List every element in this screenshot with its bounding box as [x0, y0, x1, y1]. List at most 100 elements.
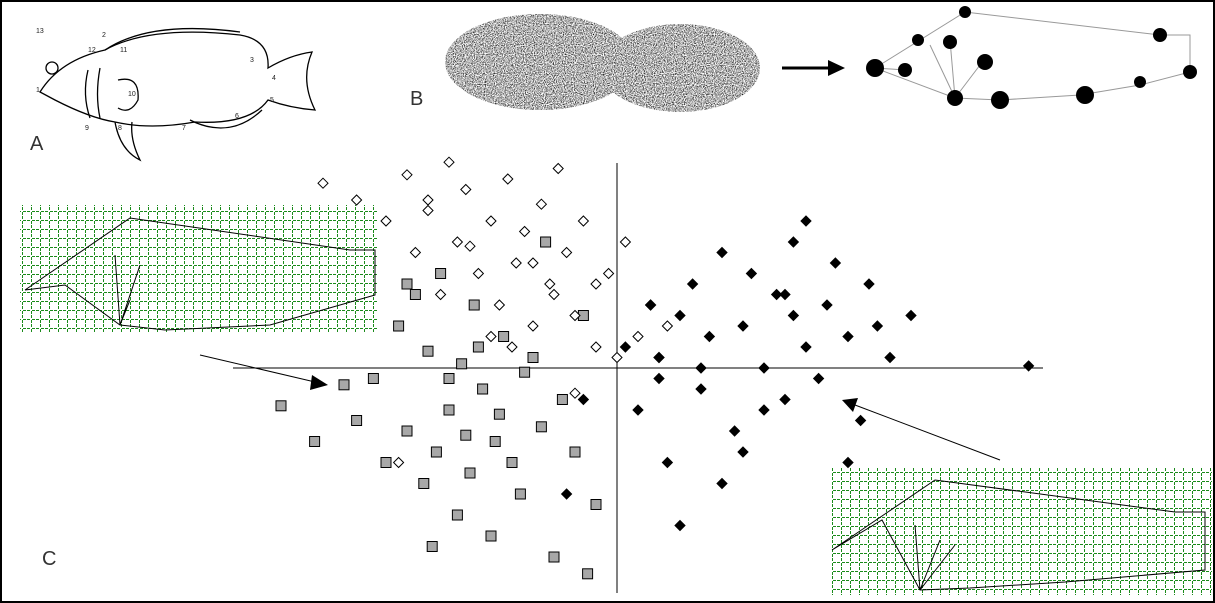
square-point	[419, 479, 429, 489]
diamond-point	[1024, 361, 1034, 371]
diamond-point	[620, 342, 630, 352]
square-point	[490, 437, 500, 447]
diamond-point	[746, 269, 756, 279]
deformation-grid	[832, 467, 1212, 595]
diamond-point	[452, 237, 462, 247]
square-point	[431, 447, 441, 457]
diamond-point	[549, 290, 559, 300]
diamond-point	[381, 216, 391, 226]
diamond-point	[654, 374, 664, 384]
square-point	[583, 569, 593, 579]
diamond-point	[528, 321, 538, 331]
diamond-point	[759, 363, 769, 373]
diamond-point	[717, 479, 727, 489]
square-point	[473, 342, 483, 352]
diamond-point	[520, 227, 530, 237]
arrow	[855, 405, 1000, 460]
landmark-number: 6	[235, 113, 239, 120]
diamond-point	[507, 342, 517, 352]
square-point	[436, 269, 446, 279]
diamond-point	[885, 353, 895, 363]
landmark-number: 7	[182, 125, 186, 132]
square-point	[494, 409, 504, 419]
diamond-point	[675, 311, 685, 321]
diamond-point	[843, 458, 853, 468]
diamond-point	[654, 353, 664, 363]
diamond-point	[511, 258, 521, 268]
square-point	[427, 542, 437, 552]
diamond-point	[633, 332, 643, 342]
diamond-point	[494, 300, 504, 310]
square-point	[486, 531, 496, 541]
diamond-point	[843, 332, 853, 342]
square-point	[591, 500, 601, 510]
square-point	[528, 353, 538, 363]
square-point	[276, 401, 286, 411]
diamond-point	[503, 174, 513, 184]
square-point	[368, 374, 378, 384]
diamond-point	[410, 248, 420, 258]
diamond-point	[788, 237, 798, 247]
diamond-point	[591, 279, 601, 289]
landmark-number: 11	[120, 47, 127, 54]
diamond-point	[759, 405, 769, 415]
diamond-point	[423, 206, 433, 216]
square-point	[520, 367, 530, 377]
square-point	[541, 237, 551, 247]
square-point	[515, 489, 525, 499]
diamond-point	[856, 416, 866, 426]
diamond-point	[436, 290, 446, 300]
diamond-point	[864, 279, 874, 289]
square-point	[402, 426, 412, 436]
panel-label: C	[42, 548, 56, 570]
landmark-cloud	[445, 14, 760, 112]
diamond-point	[352, 195, 362, 205]
square-point	[465, 468, 475, 478]
square-point	[410, 290, 420, 300]
diamond-point	[318, 178, 328, 188]
square-point	[339, 380, 349, 390]
diamond-point	[444, 157, 454, 167]
deformation-grid	[20, 205, 377, 333]
diamond-point	[473, 269, 483, 279]
square-point	[461, 430, 471, 440]
diamond-point	[646, 300, 656, 310]
panel-label: B	[410, 88, 423, 110]
landmark-number: 8	[118, 125, 122, 132]
diamond-point	[394, 458, 404, 468]
diamond-point	[814, 374, 824, 384]
square-point	[423, 346, 433, 356]
diamond-point	[633, 405, 643, 415]
diamond-point	[830, 258, 840, 268]
square-point	[402, 279, 412, 289]
diamond-point	[780, 290, 790, 300]
diamond-point	[738, 447, 748, 457]
panel-label: A	[30, 133, 44, 155]
diamond-point	[461, 185, 471, 195]
landmark-number: 2	[102, 32, 106, 39]
square-point	[549, 552, 559, 562]
fish-drawing	[40, 29, 315, 160]
square-point	[452, 510, 462, 520]
diamond-point	[486, 332, 496, 342]
square-point	[394, 321, 404, 331]
square-point	[557, 395, 567, 405]
square-point	[444, 405, 454, 415]
diamond-point	[545, 279, 555, 289]
diamond-point	[780, 395, 790, 405]
diamond-point	[578, 395, 588, 405]
diamond-point	[620, 237, 630, 247]
diamond-point	[536, 199, 546, 209]
diamond-point	[402, 170, 412, 180]
landmark-number: 4	[272, 75, 276, 82]
diamond-point	[562, 489, 572, 499]
square-point	[469, 300, 479, 310]
diamond-point	[717, 248, 727, 258]
diamond-point	[604, 269, 614, 279]
square-point	[444, 374, 454, 384]
diamond-point	[696, 363, 706, 373]
diamond-point	[704, 332, 714, 342]
arrow-head	[828, 60, 845, 76]
diamond-point	[612, 353, 622, 363]
diamond-point	[688, 279, 698, 289]
